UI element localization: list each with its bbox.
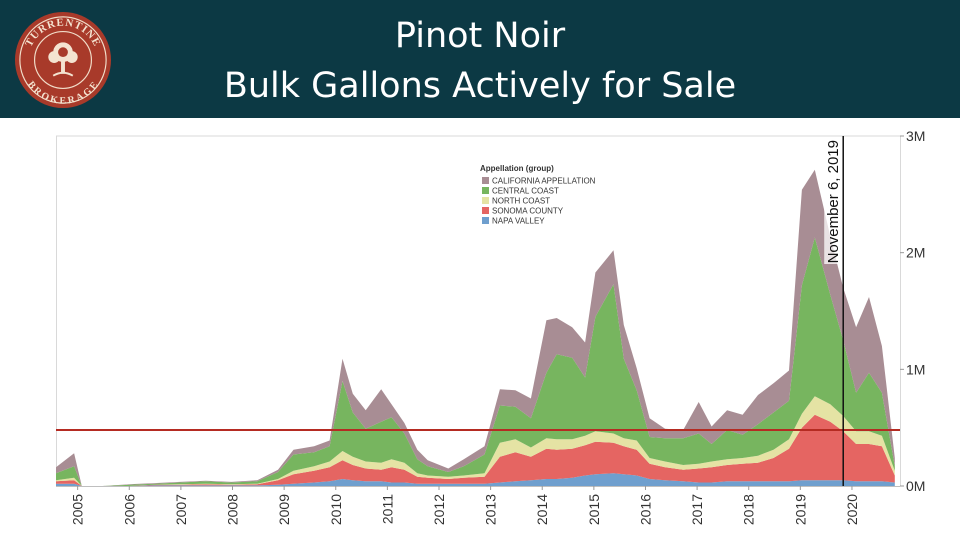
x-tick-label: 2020 [844,494,860,525]
x-tick-label: 2019 [792,494,808,525]
annotation-label-group: November 6, 2019 [824,138,842,264]
legend-label-central-coast: CENTRAL COAST [492,187,559,196]
x-tick-label: 2012 [431,494,447,525]
legend-label-north-coast: NORTH COAST [492,197,550,206]
title-banner: TURRENTINE BROKERAGE Pinot Noir Bulk Gal… [0,0,960,118]
area-sonoma-county [56,414,895,486]
x-tick-label: 2006 [121,494,137,525]
legend-label-california-appellation: CALIFORNIA APPELLATION [492,177,596,186]
x-tick-label: 2018 [741,494,757,525]
y-axis-ticks: 0M 1M 2M 3M [900,128,925,494]
annotation-label: November 6, 2019 [825,140,842,263]
tree-seal-icon [48,42,78,77]
area-north-coast [56,396,895,486]
y-tick-label: 1M [906,361,925,377]
y-tick-label: 3M [906,128,925,144]
x-tick-label: 2017 [689,494,705,525]
x-tick-label: 2009 [276,494,292,525]
x-tick-label: 2013 [483,494,499,525]
x-tick-label: 2016 [637,494,653,525]
legend-swatch-napa-valley [482,217,489,224]
y-tick-label: 2M [906,245,925,261]
x-axis-ticks: 2005 2006 2007 2008 2009 2010 2011 2012 2013 2014… [70,486,860,525]
y-tick-label: 0M [906,478,925,494]
area-central-coast [56,237,895,486]
x-tick-label: 2011 [379,494,395,524]
legend: Appellation (group) CALIFORNIA APPELLATI… [480,164,596,226]
x-tick-label: 2007 [173,494,189,525]
legend-swatch-central-coast [482,187,489,194]
legend-label-napa-valley: NAPA VALLEY [492,217,545,226]
legend-swatch-california-appellation [482,177,489,184]
x-tick-label: 2005 [70,494,86,525]
x-tick-label: 2010 [328,494,344,525]
x-tick-label: 2015 [586,494,602,525]
area-california-appellation [56,169,895,487]
annotation-label-background [824,138,841,264]
area-napa-valley [56,473,895,486]
legend-swatch-north-coast [482,197,489,204]
plot-frame [56,135,901,487]
x-tick-label: 2014 [534,494,550,525]
area-series-group [56,169,895,487]
legend-swatch-sonoma-county [482,207,489,214]
x-tick-label: 2008 [225,494,241,525]
legend-title: Appellation (group) [480,164,554,173]
turrentine-brokerage-logo: TURRENTINE BROKERAGE [14,11,112,109]
legend-label-sonoma-county: SONOMA COUNTY [492,207,564,216]
chart-title-line-2: Bulk Gallons Actively for Sale [223,66,737,106]
chart-title-line-1: Pinot Noir [394,16,566,56]
